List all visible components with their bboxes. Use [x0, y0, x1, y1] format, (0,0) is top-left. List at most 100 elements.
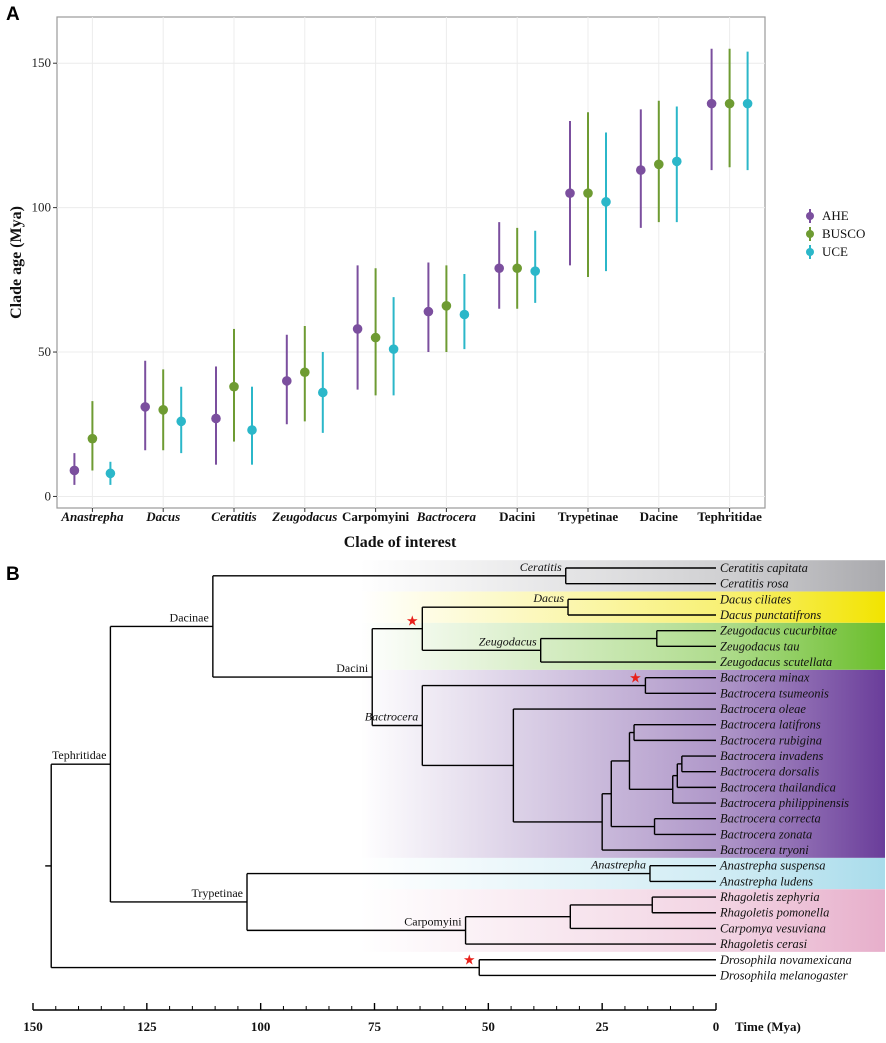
x-tick-label: Ceratitis — [211, 509, 257, 524]
x-tick-label: Trypetinae — [558, 509, 619, 524]
plot-panel — [56, 16, 766, 509]
tip-label: Bactrocera tryoni — [720, 843, 809, 857]
time-axis-tick-label: 125 — [137, 1019, 157, 1034]
node-label: Trypetinae — [191, 886, 243, 900]
tip-label: Ceratitis capitata — [720, 561, 808, 575]
tip-label: Drosophila melanogaster — [719, 968, 848, 982]
data-point — [441, 301, 452, 311]
x-tick-label: Carpomyini — [342, 509, 410, 524]
node-label: Bactrocera — [365, 709, 419, 723]
time-axis-title: Time (Mya) — [735, 1019, 801, 1034]
node-label: Ceratitis — [520, 560, 562, 574]
x-tick-label: Anastrepha — [60, 509, 124, 524]
tip-label: Bactrocera tsumeonis — [720, 686, 829, 700]
data-point — [565, 188, 575, 198]
tip-label: Zeugodacus cucurbitae — [720, 624, 837, 638]
y-tick-label: 50 — [38, 344, 51, 359]
tip-label: Anastrepha ludens — [719, 874, 813, 888]
tip-label: Rhagoletis zephyria — [719, 890, 820, 904]
clade-box-carpomyini — [360, 889, 885, 952]
data-point — [583, 188, 593, 198]
data-point — [318, 387, 328, 398]
node-label: Dacini — [336, 661, 369, 675]
time-axis-tick-label: 0 — [713, 1019, 720, 1034]
y-axis-title: Clade age (Mya) — [8, 206, 25, 319]
legend-label: UCE — [822, 244, 848, 259]
data-point — [423, 306, 434, 317]
x-axis-title: Clade of interest — [344, 534, 457, 551]
data-point — [672, 156, 682, 167]
tip-label: Bactrocera latifrons — [720, 718, 821, 732]
tip-label: Bactrocera philippinensis — [720, 796, 849, 810]
data-point — [742, 98, 753, 109]
tip-label: Bactrocera dorsalis — [720, 765, 819, 779]
tip-label: Zeugodacus tau — [720, 639, 800, 653]
tip-label: Dacus punctatifrons — [719, 608, 821, 622]
series-ahe — [69, 48, 717, 485]
data-point — [636, 165, 646, 175]
time-axis-tick-label: 25 — [596, 1019, 610, 1034]
x-tick-label: Bactrocera — [416, 509, 477, 524]
data-point — [512, 263, 522, 274]
data-point — [601, 197, 611, 207]
tree-branches — [45, 567, 716, 977]
calibration-star-icon: ★ — [406, 614, 419, 630]
data-point — [370, 332, 381, 343]
data-point — [352, 324, 363, 334]
node-label: Dacinae — [170, 610, 209, 624]
data-point — [494, 263, 505, 274]
tip-label: Carpomya vesuviana — [720, 921, 826, 935]
panel-b-label: B — [6, 564, 20, 585]
tip-label: Dacus ciliates — [719, 592, 791, 606]
data-point — [158, 405, 168, 415]
time-axis-tick-label: 100 — [251, 1019, 271, 1034]
data-point — [706, 98, 717, 109]
tip-label: Bactrocera invadens — [720, 749, 823, 763]
data-point — [87, 433, 98, 444]
data-point — [530, 266, 540, 276]
tip-label: Anastrepha suspensa — [719, 859, 825, 873]
panel-a-chart: 0 50 100 150 Anastrepha Dacus Ceratitis Zeugoda… — [8, 16, 865, 551]
data-point — [282, 376, 292, 386]
tip-label: Bactrocera zonata — [720, 827, 812, 841]
data-point — [229, 381, 239, 392]
series-uce — [105, 51, 753, 485]
tip-label: Rhagoletis pomonella — [719, 906, 829, 920]
x-tick-label: Zeugodacus — [271, 509, 337, 524]
data-point — [459, 309, 470, 320]
calibration-star-icon: ★ — [463, 953, 476, 969]
data-point — [247, 425, 257, 435]
tip-label: Zeugodacus scutellata — [720, 655, 832, 669]
data-point — [105, 468, 116, 479]
tip-label: Bactrocera oleae — [720, 702, 806, 716]
x-tick-label: Tephritidae — [697, 509, 762, 524]
node-label: Tephritidae — [52, 748, 106, 762]
data-point — [140, 402, 150, 412]
y-tick-label: 150 — [32, 55, 52, 70]
data-point — [176, 416, 186, 427]
calibration-star-icon: ★ — [629, 671, 642, 687]
tip-label: Drosophila novamexicana — [719, 953, 852, 967]
data-point — [724, 98, 735, 109]
data-point — [211, 413, 221, 424]
node-label: Zeugodacus — [479, 634, 537, 648]
legend-label: BUSCO — [822, 226, 865, 241]
panel-b-phylogeny: Tephritidae Dacinae Ceratitis Dacini ★ Dacus Z… — [23, 560, 885, 1034]
data-point — [388, 344, 399, 354]
tip-label: Rhagoletis cerasi — [719, 937, 808, 951]
tip-label: Ceratitis rosa — [720, 577, 789, 591]
x-tick-label: Dacini — [499, 509, 536, 524]
tip-label: Bactrocera correcta — [720, 812, 821, 826]
legend-key-point — [806, 212, 814, 220]
y-tick-label: 0 — [45, 488, 52, 503]
x-tick-label: Dacus — [145, 509, 180, 524]
data-point — [69, 465, 80, 476]
x-tick-label: Dacine — [640, 509, 679, 524]
panel-a-label: A — [6, 4, 20, 25]
tip-label: Bactrocera thailandica — [720, 780, 836, 794]
node-label: Dacus — [532, 591, 564, 605]
legend-key-point — [806, 248, 814, 256]
data-point — [654, 159, 664, 170]
time-axis-tick-label: 75 — [368, 1019, 382, 1034]
